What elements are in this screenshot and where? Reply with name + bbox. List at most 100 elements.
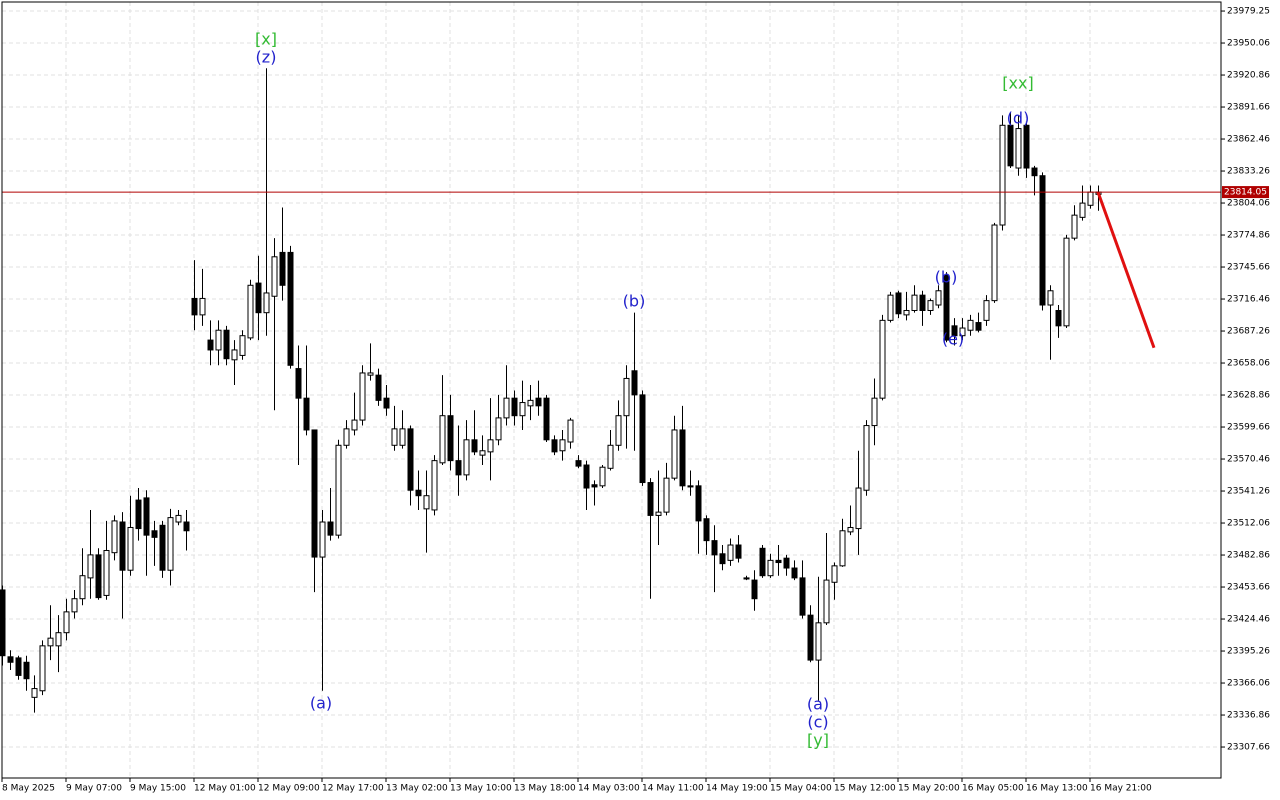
candle-body <box>607 444 614 469</box>
candle-body <box>415 489 422 497</box>
candle-body <box>239 335 246 356</box>
candle-body <box>279 251 286 286</box>
wave-label: [y] <box>807 731 829 750</box>
last-price-label: 23814.05 <box>1224 188 1267 198</box>
candle-body <box>295 368 302 399</box>
candle-body <box>591 484 598 488</box>
wave-label: (d) <box>1007 109 1030 128</box>
candle-body <box>31 688 38 698</box>
candle-body <box>647 482 654 516</box>
candle-body <box>759 547 766 577</box>
candle-body <box>495 417 502 441</box>
y-tick-label: 23541.26 <box>1227 487 1270 497</box>
candle-body <box>79 575 86 600</box>
candle-body <box>863 425 870 491</box>
candle-body <box>247 284 254 339</box>
candle-body <box>23 661 30 680</box>
candle-body <box>63 611 70 634</box>
y-tick-label: 23891.66 <box>1227 103 1270 113</box>
candle-body <box>999 124 1006 226</box>
candle-body <box>703 518 710 542</box>
candle-body <box>935 290 942 306</box>
candle-body <box>1031 167 1038 177</box>
y-tick-label: 23366.06 <box>1227 679 1270 689</box>
y-tick-label: 23979.25 <box>1227 7 1270 17</box>
candle-body <box>815 622 822 661</box>
candle-body <box>159 524 166 571</box>
candle-body <box>1047 290 1054 306</box>
candle-body <box>319 521 326 558</box>
y-tick-label: 23774.86 <box>1227 231 1270 241</box>
x-tick-label: 14 May 03:00 <box>578 784 640 794</box>
x-tick-label: 15 May 20:00 <box>898 784 960 794</box>
candle-body <box>95 554 102 599</box>
x-tick-label: 8 May 2025 <box>2 784 55 794</box>
candle-body <box>911 294 918 311</box>
candle-body <box>655 511 662 516</box>
x-tick-label: 13 May 18:00 <box>514 784 576 794</box>
wave-label: (e) <box>942 330 964 349</box>
candle-body <box>263 292 270 314</box>
candle-body <box>751 579 758 600</box>
candle-body <box>711 540 718 556</box>
candle-body <box>1087 191 1094 206</box>
y-tick-label: 23307.66 <box>1227 743 1270 753</box>
candle-body <box>975 322 982 331</box>
candle-body <box>847 526 854 533</box>
candle-body <box>207 339 214 351</box>
candle-body <box>407 428 414 491</box>
candle-body <box>791 567 798 579</box>
candle-body <box>383 397 390 409</box>
y-tick-label: 23512.06 <box>1227 519 1270 529</box>
candle-body <box>39 645 46 692</box>
candle-body <box>231 349 238 361</box>
candle-body <box>119 521 126 571</box>
candle-body <box>631 370 638 396</box>
y-tick-label: 23687.26 <box>1227 327 1270 337</box>
candle-body <box>895 292 902 315</box>
plot-area <box>2 2 1221 778</box>
candle-body <box>599 466 606 487</box>
candle-body <box>7 656 14 663</box>
candle-body <box>855 487 862 530</box>
y-tick-label: 23395.26 <box>1227 647 1270 657</box>
candle-body <box>535 397 542 407</box>
candle-body <box>255 282 262 314</box>
candle-body <box>823 579 830 624</box>
y-tick-label: 23599.66 <box>1227 423 1270 433</box>
last-price-box <box>1222 186 1269 199</box>
candle-body <box>775 559 782 564</box>
candle-body <box>87 554 94 579</box>
candle-body <box>519 402 526 417</box>
candle-body <box>687 485 694 488</box>
y-tick-label: 23628.86 <box>1227 391 1270 401</box>
candle-body <box>567 419 574 443</box>
plot-border <box>1 1 1222 779</box>
y-tick-label: 23453.66 <box>1227 583 1270 593</box>
candle-body <box>679 429 686 487</box>
y-tick-label: 23745.66 <box>1227 263 1270 273</box>
x-tick-label: 9 May 07:00 <box>66 784 122 794</box>
candle-body <box>799 577 806 616</box>
candle-body <box>439 415 446 464</box>
candle-body <box>303 397 310 431</box>
y-tick-label: 23658.06 <box>1227 359 1270 369</box>
candle-body <box>727 544 734 561</box>
candle-body <box>423 495 430 510</box>
candle-body <box>151 530 158 538</box>
y-tick-label: 23804.06 <box>1227 199 1270 209</box>
y-tick-label: 23570.46 <box>1227 455 1270 465</box>
candle-body <box>719 553 726 565</box>
candle-body <box>943 274 950 341</box>
candle-body <box>503 397 510 419</box>
x-tick-label: 12 May 09:00 <box>258 784 320 794</box>
wave-label: [xx] <box>1002 74 1033 93</box>
candle-body <box>511 397 518 417</box>
y-tick-label: 23482.86 <box>1227 551 1270 561</box>
candle-body <box>143 497 150 536</box>
x-tick-label: 12 May 17:00 <box>322 784 384 794</box>
candle-body <box>327 521 334 536</box>
candle-body <box>831 565 838 583</box>
candle-body <box>351 419 358 431</box>
